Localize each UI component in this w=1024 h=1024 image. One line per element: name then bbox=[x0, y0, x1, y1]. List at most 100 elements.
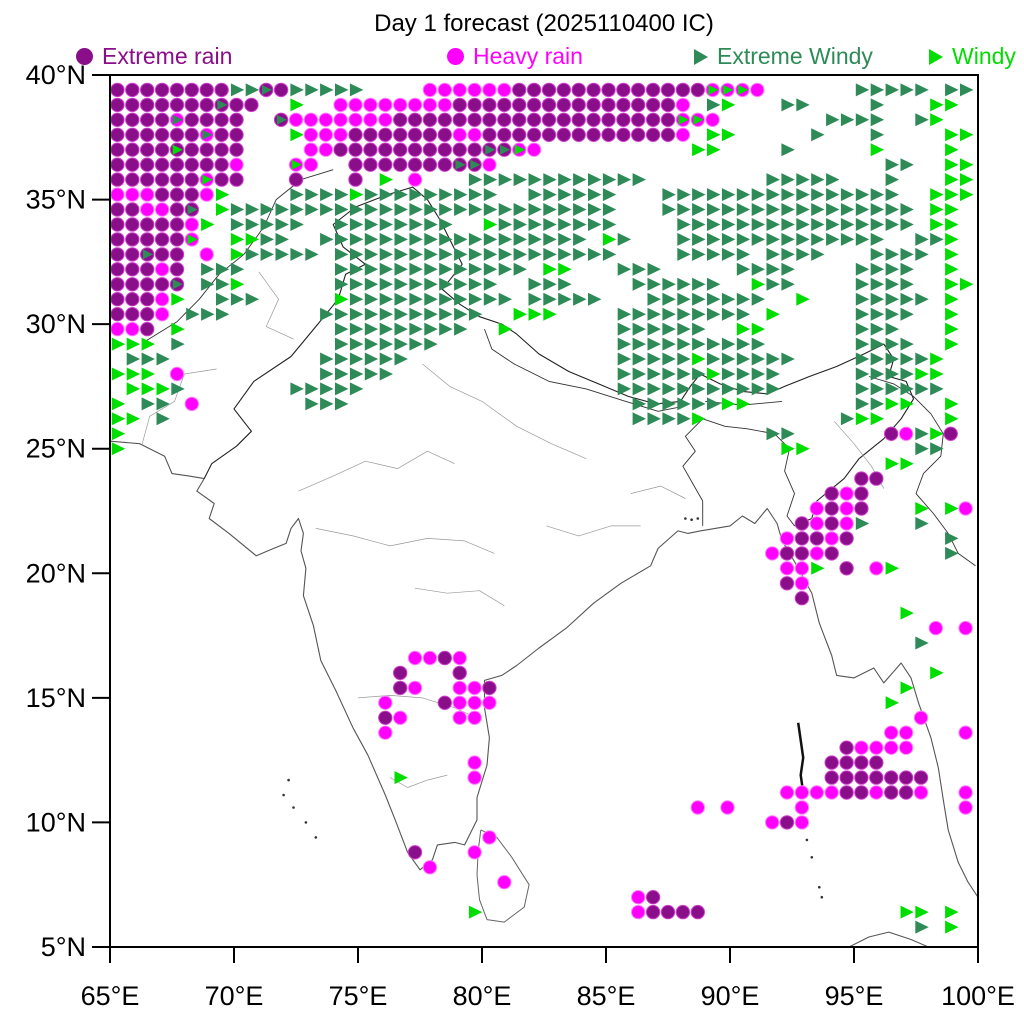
marker-extreme-windy bbox=[885, 247, 899, 261]
marker-extreme-windy bbox=[364, 232, 379, 246]
marker-extreme-rain bbox=[378, 157, 393, 172]
marker-extreme-rain bbox=[140, 217, 155, 232]
marker-extreme-rain bbox=[541, 82, 557, 98]
marker-heavy-rain bbox=[303, 157, 319, 172]
marker-extreme-windy bbox=[692, 218, 706, 231]
marker-extreme-windy bbox=[692, 247, 706, 261]
marker-windy bbox=[230, 247, 245, 261]
marker-heavy-rain bbox=[839, 486, 854, 501]
marker-heavy-rain bbox=[809, 785, 824, 800]
marker-extreme-rain bbox=[571, 82, 586, 98]
marker-windy bbox=[945, 173, 959, 187]
marker-extreme-rain bbox=[467, 97, 482, 113]
marker-extreme-rain bbox=[839, 740, 854, 755]
marker-windy bbox=[543, 307, 557, 321]
x-tick-label: 85°E bbox=[577, 981, 636, 1011]
marker-extreme-windy bbox=[736, 292, 751, 306]
marker-extreme-rain bbox=[512, 82, 527, 98]
marker-extreme-windy bbox=[439, 218, 453, 231]
marker-extreme-rain bbox=[869, 471, 884, 486]
marker-heavy-rain bbox=[452, 680, 467, 696]
marker-extreme-windy bbox=[617, 352, 632, 366]
marker-extreme-windy bbox=[721, 307, 736, 321]
marker-extreme-rain bbox=[660, 112, 676, 128]
marker-extreme-windy bbox=[349, 322, 364, 336]
marker-extreme-windy bbox=[647, 412, 661, 426]
marker-extreme-windy bbox=[171, 382, 185, 396]
marker-extreme-windy bbox=[275, 203, 289, 216]
marker-extreme-rain bbox=[482, 97, 497, 113]
marker-extreme-rain bbox=[169, 217, 185, 232]
marker-extreme-windy bbox=[811, 218, 825, 231]
marker-extreme-rain bbox=[125, 217, 140, 232]
marker-extreme-windy bbox=[945, 546, 959, 560]
marker-heavy-rain bbox=[884, 725, 899, 740]
marker-extreme-rain bbox=[497, 127, 512, 143]
marker-extreme-windy bbox=[602, 218, 617, 231]
marker-extreme-rain bbox=[898, 770, 914, 785]
marker-extreme-rain bbox=[779, 815, 795, 830]
marker-extreme-windy bbox=[409, 292, 423, 306]
marker-layer bbox=[110, 82, 974, 934]
marker-windy bbox=[111, 412, 126, 426]
marker-heavy-rain bbox=[140, 202, 155, 217]
marker-extreme-rain bbox=[199, 82, 214, 98]
marker-extreme-windy bbox=[915, 113, 929, 127]
marker-heavy-rain bbox=[110, 187, 125, 202]
marker-extreme-windy bbox=[141, 397, 155, 411]
marker-extreme-windy bbox=[364, 322, 379, 336]
marker-extreme-windy bbox=[736, 382, 751, 396]
marker-heavy-rain bbox=[154, 202, 170, 217]
marker-heavy-rain bbox=[779, 561, 795, 576]
marker-extreme-rain bbox=[794, 531, 810, 546]
marker-extreme-windy bbox=[394, 322, 408, 336]
marker-extreme-windy bbox=[349, 203, 364, 216]
marker-extreme-windy bbox=[364, 218, 379, 231]
marker-extreme-rain bbox=[184, 82, 200, 98]
marker-extreme-windy bbox=[945, 531, 959, 545]
marker-extreme-windy bbox=[707, 397, 721, 411]
marker-extreme-windy bbox=[632, 367, 646, 381]
marker-heavy-rain bbox=[884, 740, 899, 755]
marker-extreme-windy bbox=[424, 322, 438, 336]
marker-extreme-windy bbox=[558, 203, 572, 216]
marker-windy bbox=[290, 128, 304, 142]
marker-heavy-rain bbox=[199, 247, 214, 262]
marker-windy bbox=[945, 98, 959, 112]
marker-extreme-windy bbox=[647, 367, 661, 381]
marker-extreme-windy bbox=[230, 292, 245, 306]
marker-extreme-windy bbox=[811, 173, 825, 187]
marker-extreme-windy bbox=[454, 262, 468, 276]
extreme-windy-triangle-icon bbox=[694, 48, 708, 65]
marker-extreme-windy bbox=[781, 203, 795, 216]
marker-extreme-windy bbox=[677, 232, 691, 246]
marker-extreme-rain bbox=[824, 755, 839, 770]
marker-windy bbox=[692, 352, 706, 366]
marker-heavy-rain bbox=[422, 650, 438, 666]
marker-extreme-rain bbox=[140, 262, 155, 277]
marker-windy bbox=[692, 412, 706, 426]
marker-extreme-windy bbox=[364, 277, 379, 291]
marker-extreme-windy bbox=[736, 262, 751, 276]
marker-extreme-rain bbox=[363, 127, 378, 143]
marker-extreme-windy bbox=[751, 203, 765, 216]
marker-extreme-windy bbox=[647, 262, 661, 276]
marker-extreme-rain bbox=[363, 157, 378, 172]
marker-windy bbox=[900, 905, 914, 919]
marker-extreme-windy bbox=[424, 232, 438, 246]
marker-windy bbox=[945, 262, 959, 276]
marker-extreme-windy bbox=[915, 427, 929, 441]
marker-extreme-windy bbox=[528, 292, 542, 306]
marker-extreme-rain bbox=[512, 127, 527, 143]
marker-extreme-windy bbox=[379, 218, 393, 231]
marker-extreme-rain bbox=[794, 591, 810, 606]
marker-heavy-rain bbox=[779, 785, 795, 800]
marker-extreme-windy bbox=[335, 352, 349, 366]
marker-extreme-windy bbox=[662, 397, 676, 411]
marker-extreme-rain bbox=[184, 157, 200, 172]
marker-windy bbox=[855, 412, 870, 426]
marker-extreme-windy bbox=[930, 382, 944, 396]
marker-heavy-rain bbox=[482, 82, 497, 98]
marker-extreme-windy bbox=[721, 367, 736, 381]
marker-extreme-windy bbox=[870, 382, 885, 396]
